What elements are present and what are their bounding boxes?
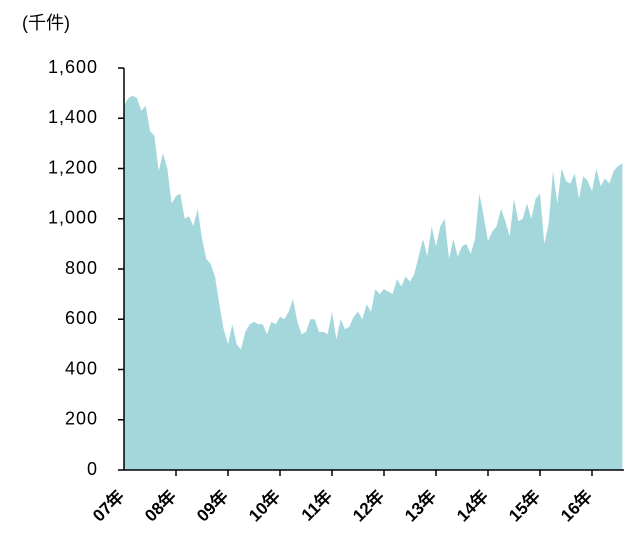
x-tick-label: 13年 [400,486,440,526]
chart-title: (千件) [22,13,70,33]
y-tick-label: 1,200 [48,157,98,177]
y-tick-label: 800 [65,258,98,278]
x-tick-label: 08年 [140,486,180,526]
x-tick-label: 12年 [348,486,388,526]
y-tick-label: 1,400 [48,107,98,127]
x-tick-label: 16年 [556,486,596,526]
y-tick-label: 1,600 [48,57,98,77]
x-tick-label: 11年 [297,486,336,525]
x-tick-label: 10年 [244,486,284,526]
x-tick-label: 15年 [504,486,544,526]
x-tick-label: 14年 [452,486,492,526]
x-tick-label: 09年 [192,486,232,526]
y-tick-label: 0 [87,459,98,479]
y-tick-label: 200 [65,409,98,429]
area [124,95,623,470]
y-tick-label: 400 [65,358,98,378]
y-tick-label: 1,000 [48,208,98,228]
x-tick-label: 07年 [88,486,128,526]
y-tick-label: 600 [65,308,98,328]
